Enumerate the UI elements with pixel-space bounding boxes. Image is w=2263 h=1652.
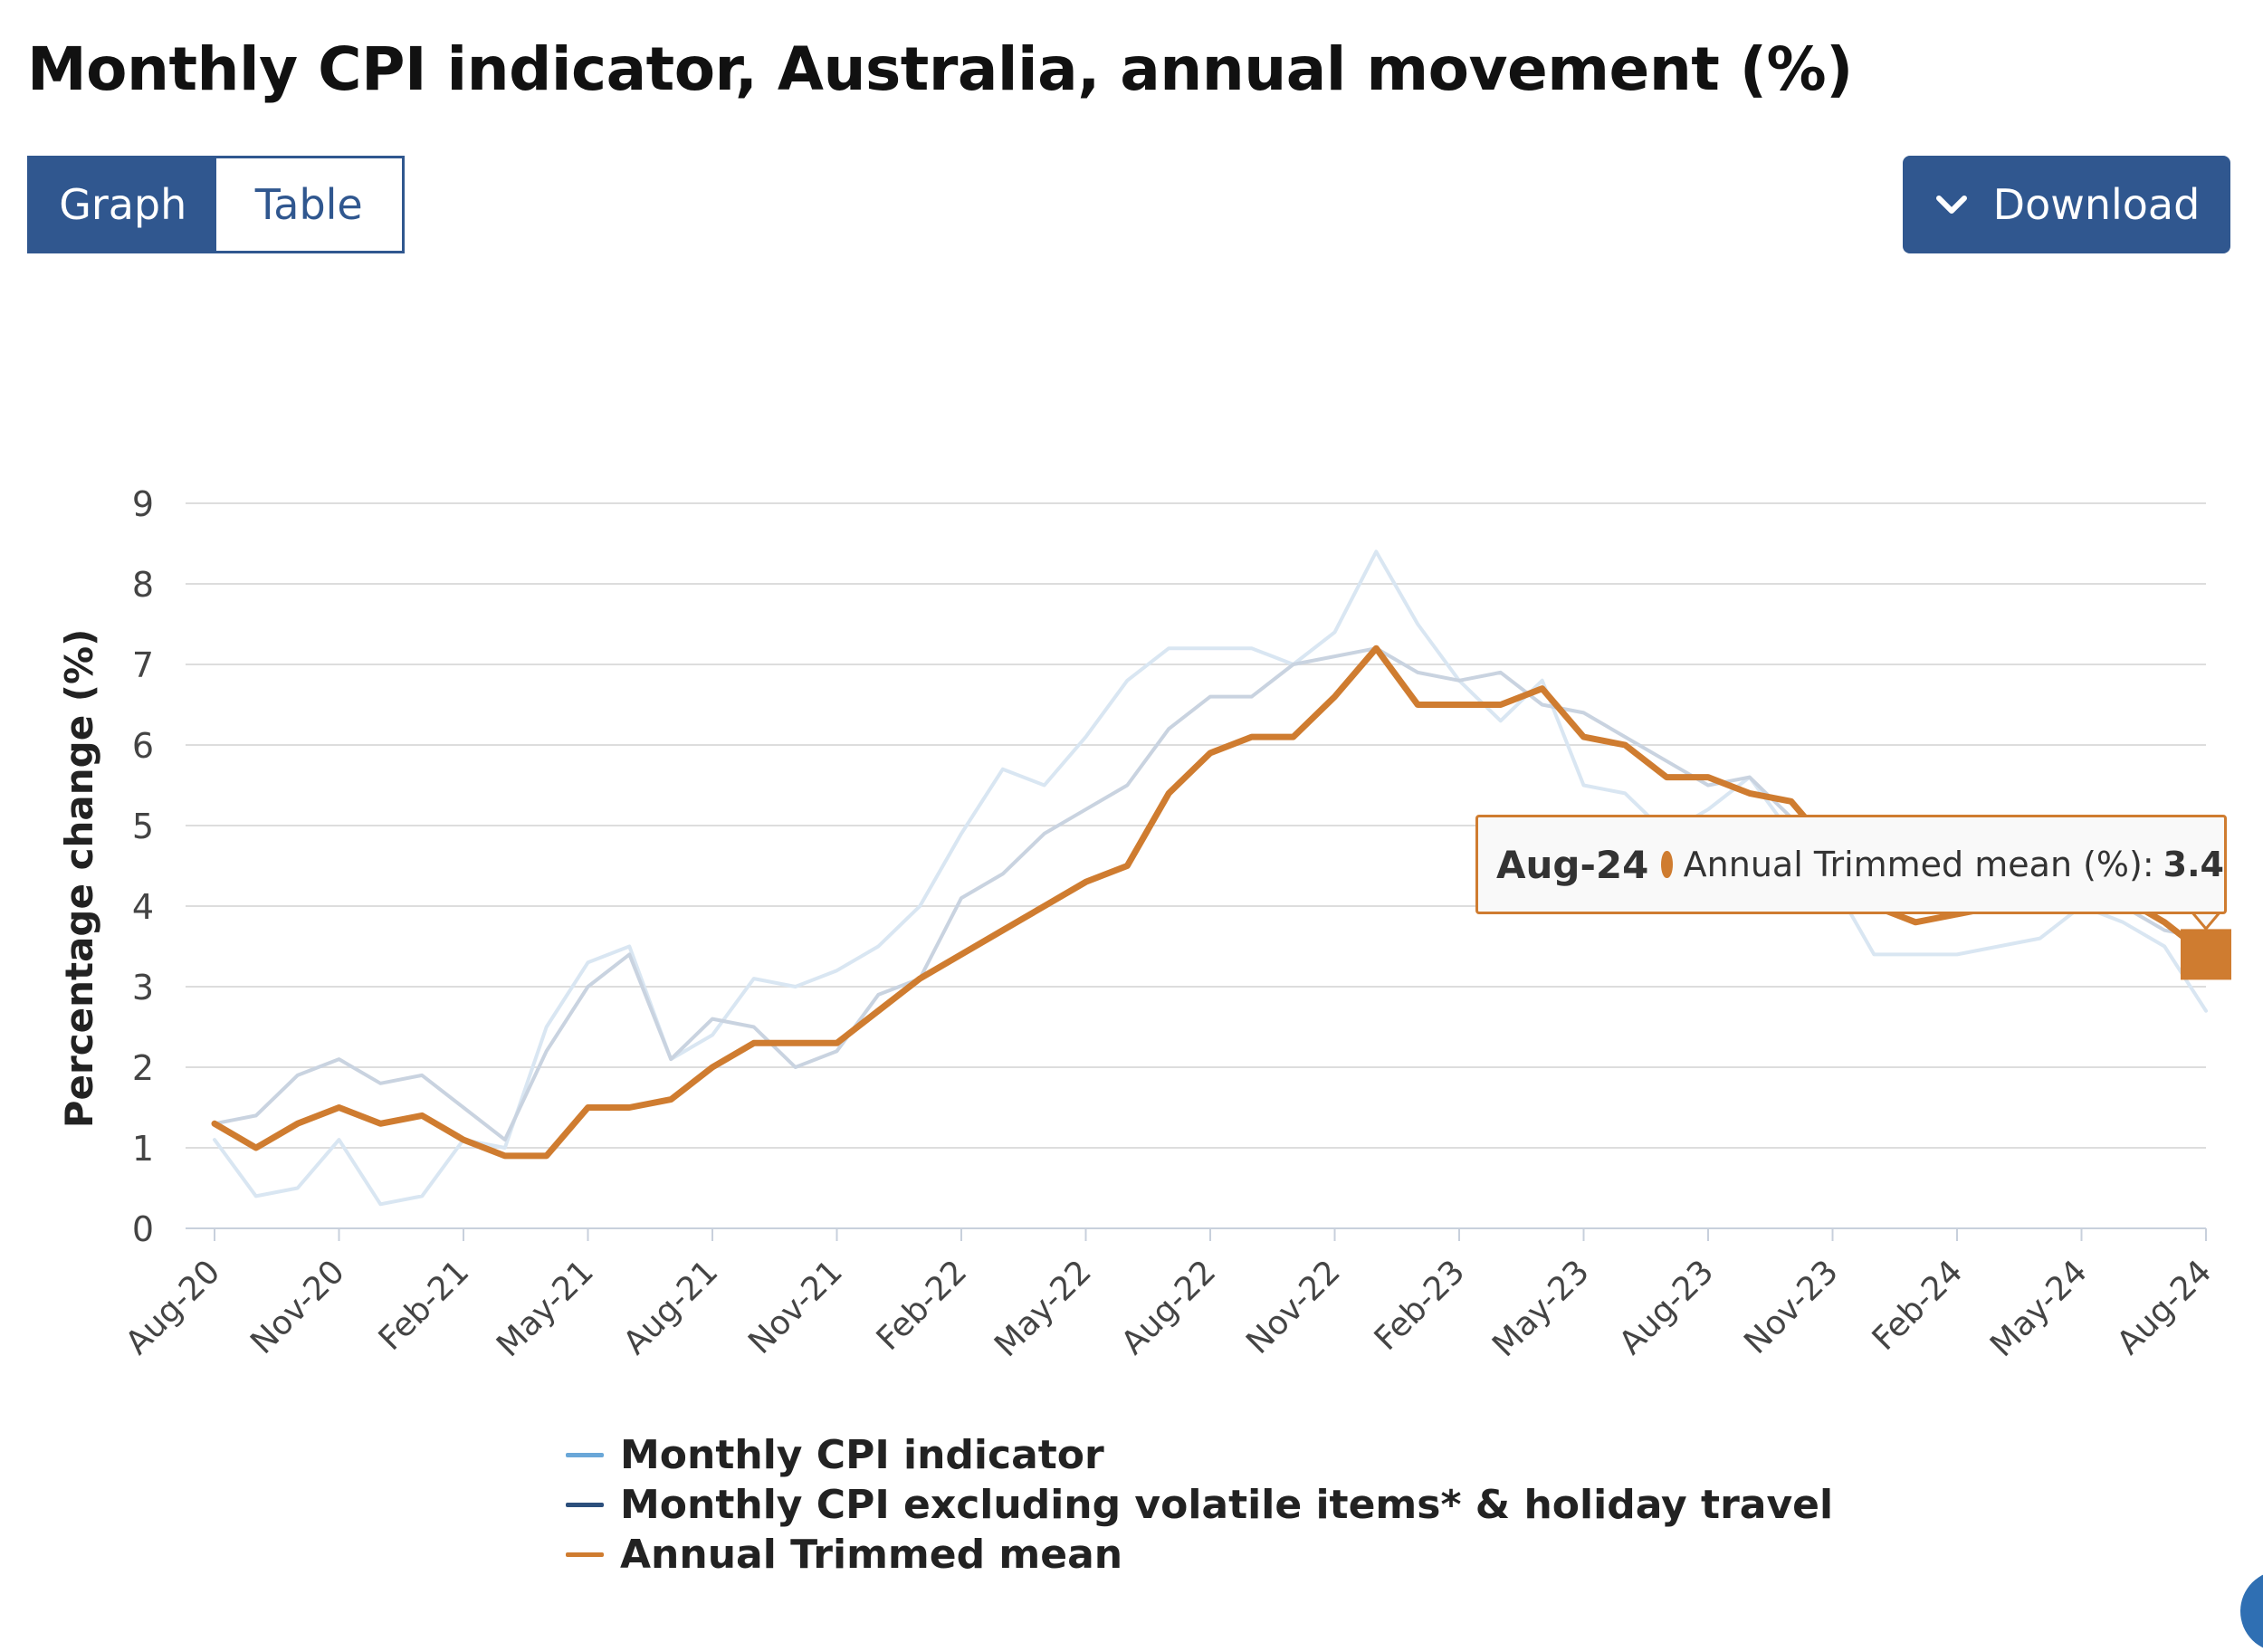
- series-line-cpi[interactable]: [213, 549, 2208, 1207]
- x-tick-label: May-23: [1485, 1253, 1597, 1364]
- chart-legend: Monthly CPI indicator Monthly CPI exclud…: [566, 1430, 1833, 1580]
- legend-label-cpi: Monthly CPI indicator: [620, 1432, 1104, 1478]
- download-label: Download: [1992, 180, 2201, 229]
- highlight-marker[interactable]: [2181, 929, 2231, 980]
- y-tick-label: 3: [132, 968, 154, 1007]
- legend-swatch-cpi: [566, 1453, 604, 1457]
- page-title: Monthly CPI indicator, Australia, annual…: [27, 34, 1853, 104]
- markers: [2181, 910, 2231, 980]
- y-tick-label: 7: [132, 645, 154, 685]
- x-tick-label: Feb-21: [372, 1253, 477, 1358]
- x-tick-label: Nov-21: [741, 1253, 850, 1361]
- x-tick-label: Aug-24: [2110, 1253, 2219, 1361]
- x-tick-label: May-24: [1983, 1253, 2095, 1364]
- help-button[interactable]: [2240, 1571, 2263, 1652]
- tooltip-series-dot: [1661, 851, 1673, 878]
- legend-swatch-trimmed: [566, 1552, 604, 1557]
- x-tick-label: Nov-23: [1737, 1253, 1846, 1361]
- x-tick-label: May-22: [988, 1253, 1099, 1364]
- y-tick-label: 5: [132, 807, 154, 846]
- graph-tab[interactable]: Graph: [30, 158, 216, 251]
- y-axis-ticks: 0 1 2 3 4 5 6 7 8 9: [132, 484, 154, 1249]
- y-tick-label: 8: [132, 565, 154, 605]
- tooltip-value: 3.4: [2163, 845, 2224, 884]
- y-tick-label: 1: [132, 1129, 154, 1169]
- legend-item-cpi[interactable]: Monthly CPI indicator: [566, 1430, 1833, 1480]
- view-toggle: Graph Table: [27, 156, 405, 253]
- legend-label-trimmed: Annual Trimmed mean: [620, 1532, 1123, 1578]
- x-tick-label: Aug-22: [1114, 1253, 1223, 1361]
- legend-item-trimmed[interactable]: Annual Trimmed mean: [566, 1530, 1833, 1580]
- chevron-down-icon: [1934, 191, 1970, 218]
- y-axis-label: Percentage change (%): [57, 629, 101, 1129]
- legend-swatch-excl: [566, 1503, 604, 1507]
- tooltip-series-label: Annual Trimmed mean (%):: [1683, 845, 2154, 884]
- tooltip-date: Aug-24: [1496, 842, 1649, 887]
- x-tick-label: Aug-21: [616, 1253, 725, 1361]
- grid-lines: [186, 502, 2206, 1229]
- x-tick-label: Feb-22: [870, 1253, 975, 1358]
- chart-tooltip: Aug-24 Annual Trimmed mean (%): 3.4: [1475, 815, 2227, 914]
- x-tick-label: Nov-22: [1239, 1253, 1348, 1361]
- x-tick-label: May-21: [490, 1253, 601, 1364]
- x-axis-ticks: Aug-20 Nov-20 Feb-21 May-21 Aug-21 Nov-21 Feb-…: [119, 1228, 2219, 1364]
- y-tick-label: 9: [132, 484, 154, 524]
- table-tab[interactable]: Table: [215, 158, 402, 251]
- x-tick-label: Feb-23: [1368, 1253, 1473, 1358]
- legend-label-excl: Monthly CPI excluding volatile items* & …: [620, 1482, 1834, 1528]
- legend-item-excl[interactable]: Monthly CPI excluding volatile items* & …: [566, 1480, 1833, 1530]
- y-tick-label: 2: [132, 1048, 154, 1088]
- x-tick-label: Aug-23: [1612, 1253, 1721, 1361]
- download-button[interactable]: Download: [1903, 156, 2230, 253]
- y-tick-label: 0: [132, 1209, 154, 1249]
- x-tick-label: Feb-24: [1866, 1253, 1971, 1358]
- x-tick-label: Nov-20: [243, 1253, 352, 1361]
- y-tick-label: 4: [132, 887, 154, 927]
- x-tick-label: Aug-20: [119, 1253, 227, 1361]
- y-tick-label: 6: [132, 726, 154, 766]
